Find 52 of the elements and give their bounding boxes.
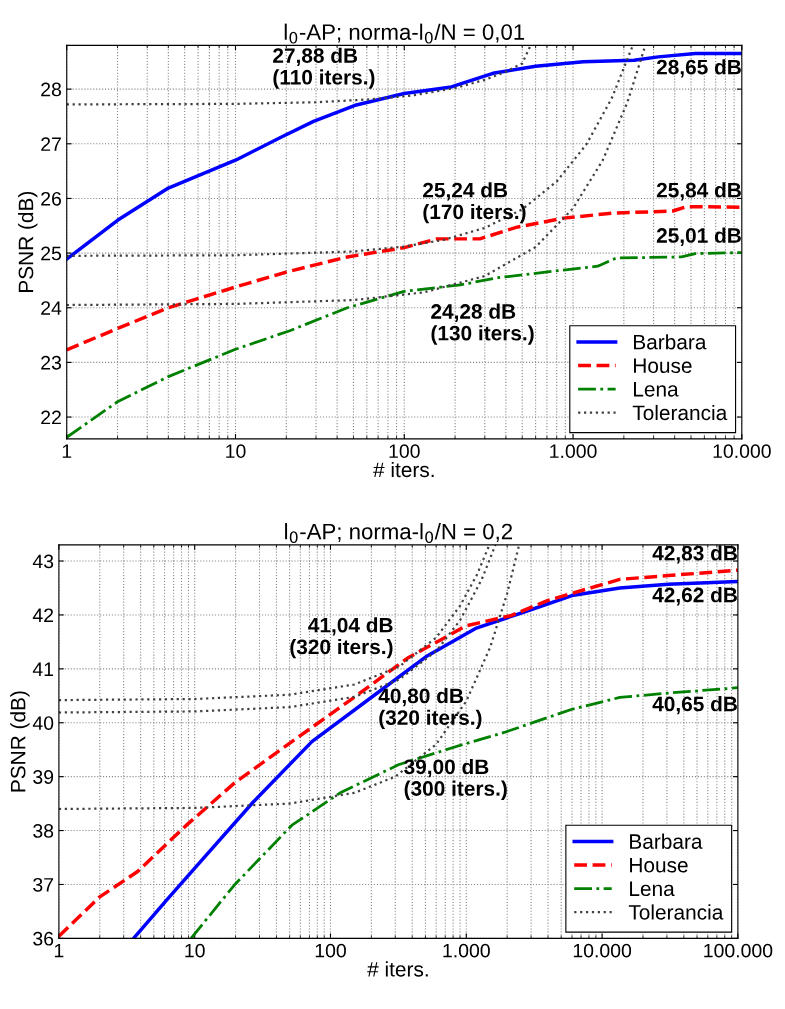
x-tick-label: 1 <box>54 943 64 958</box>
x-tick-label: 10 <box>226 444 246 459</box>
x-axis-title: # iters. <box>367 961 428 977</box>
annotation: 24,28 dB (130 iters.) <box>431 303 534 345</box>
y-tick-label: 23 <box>41 355 62 370</box>
legend-label: Tolerancia <box>628 904 724 920</box>
y-tick-label: 43 <box>32 554 54 569</box>
annotation: 41,04 dB (320 iters.) <box>290 617 393 659</box>
x-tick-label: 10.000 <box>713 444 771 459</box>
x-tick-label: 10 <box>185 943 205 958</box>
legend-label: Barbara <box>634 334 707 350</box>
legend-label: Barbara <box>630 833 703 849</box>
annotation: 40,65 dB <box>652 696 737 715</box>
annotation: 25,24 dB (170 iters.) <box>423 182 526 224</box>
annotation: 25,84 dB <box>656 182 741 201</box>
annotation: 39,00 dB (300 iters.) <box>404 758 507 800</box>
annotation: 42,62 dB <box>652 587 737 606</box>
x-axis-title: # iters. <box>373 461 434 478</box>
legend-label: Lena <box>630 881 675 897</box>
y-tick-label: 41 <box>32 662 54 676</box>
x-tick-label: 10.000 <box>573 943 632 958</box>
x-tick-label: 100.000 <box>704 943 773 958</box>
x-tick-label: 1 <box>62 444 72 458</box>
legend-label: House <box>630 857 688 873</box>
x-tick-label: 100 <box>389 444 420 459</box>
x-tick-label: 1.000 <box>443 943 490 958</box>
x-tick-label: 100 <box>315 943 346 958</box>
y-tick-label: 42 <box>32 608 54 622</box>
y-tick-label: 39 <box>33 770 54 784</box>
annotation: 28,65 dB <box>656 59 741 78</box>
y-tick-label: 24 <box>41 301 62 315</box>
y-tick-label: 36 <box>33 931 54 946</box>
y-tick-label: 28 <box>41 82 62 97</box>
y-tick-label: 22 <box>41 410 61 425</box>
y-tick-label: 25 <box>41 246 62 261</box>
legend-label: Tolerancia <box>632 404 728 421</box>
legend-label: Lena <box>634 382 679 397</box>
annotation: 40,80 dB (320 iters.) <box>378 687 482 730</box>
x-tick-label: 1.000 <box>550 444 597 459</box>
y-axis-title: PSNR (dB) <box>10 691 30 792</box>
annotation: 27,88 dB (110 iters.) <box>273 47 375 89</box>
legend-label: House <box>634 358 692 374</box>
y-tick-label: 40 <box>32 716 54 730</box>
y-tick-label: 26 <box>41 191 62 206</box>
annotation: 25,01 dB <box>656 227 741 246</box>
chart-title: l$_{0}$-AP; norma-l$_{0}$/N = 0,2 <box>285 523 513 544</box>
y-tick-label: 27 <box>41 137 61 151</box>
y-axis-title: PSNR (dB) <box>18 191 38 292</box>
annotation: 42,83 dB <box>652 545 737 564</box>
y-tick-label: 37 <box>33 877 54 892</box>
chart-title: l$_{0}$-AP; norma-l$_{0}$/N = 0,01 <box>284 23 525 44</box>
y-tick-label: 38 <box>33 824 54 838</box>
